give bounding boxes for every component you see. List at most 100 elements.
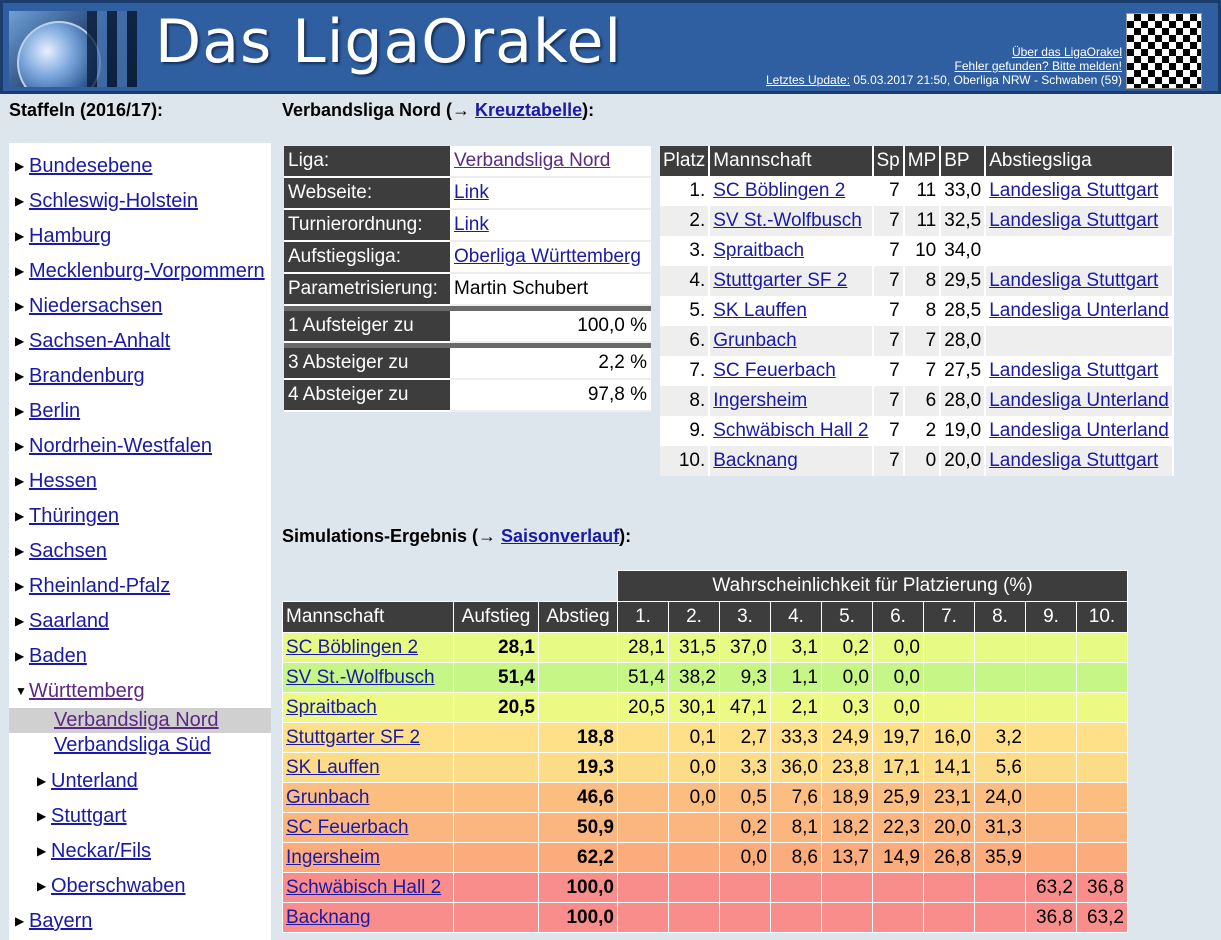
standings-team-link[interactable]: SC Böblingen 2 — [713, 180, 846, 201]
sidebar-item-label[interactable]: Sachsen — [29, 540, 107, 562]
sidebar-item[interactable]: ▶ Baden — [15, 643, 87, 669]
collapsed-triangle-icon[interactable]: ▶ — [15, 579, 25, 593]
sidebar-item[interactable]: ▶ Sachsen-Anhalt — [15, 328, 170, 354]
sidebar-subitem-label[interactable]: Neckar/Fils — [51, 840, 152, 862]
collapsed-triangle-icon[interactable]: ▶ — [15, 229, 25, 243]
sidebar-item[interactable]: ▶ Nordrhein-Westfalen — [15, 433, 212, 459]
standings-team-link[interactable]: Grunbach — [713, 330, 797, 351]
about-link[interactable]: Über das LigaOrakel — [1011, 45, 1122, 59]
sidebar-item-label[interactable]: Sachsen-Anhalt — [29, 330, 171, 352]
sidebar-item[interactable]: ▶ Hessen — [15, 468, 97, 494]
collapsed-triangle-icon[interactable]: ▶ — [15, 439, 25, 453]
standings-relegation-league-link[interactable]: Landesliga Stuttgart — [989, 210, 1159, 231]
standings-team-link[interactable]: Spraitbach — [713, 240, 805, 261]
standings-team-link[interactable]: SV St.-Wolfbusch — [713, 210, 862, 231]
collapsed-triangle-icon[interactable]: ▶ — [15, 914, 25, 928]
sidebar-leaf-label[interactable]: Verbandsliga Süd — [54, 734, 211, 756]
simulation-team-link[interactable]: Spraitbach — [286, 696, 377, 718]
standings-team-link[interactable]: Schwäbisch Hall 2 — [713, 420, 869, 441]
sidebar-item[interactable]: ▶ Niedersachsen — [15, 293, 162, 319]
standings-relegation-league-link[interactable]: Landesliga Stuttgart — [989, 360, 1159, 381]
standings-relegation-league-link[interactable]: Landesliga Unterland — [989, 300, 1169, 321]
collapsed-triangle-icon[interactable]: ▶ — [15, 159, 25, 173]
sidebar-item-label[interactable]: Baden — [29, 645, 87, 667]
collapsed-triangle-icon[interactable]: ▶ — [15, 369, 25, 383]
collapsed-triangle-icon[interactable]: ▶ — [15, 614, 25, 628]
sidebar-item[interactable]: ▶ Bundesebene — [15, 153, 152, 179]
sidebar-item-label[interactable]: Nordrhein-Westfalen — [29, 435, 213, 457]
sidebar-item-label[interactable]: Hessen — [29, 470, 97, 492]
simulation-team-link[interactable]: SC Böblingen 2 — [286, 636, 419, 658]
website-link[interactable]: Link — [454, 182, 489, 203]
standings-relegation-league-link[interactable]: Landesliga Unterland — [989, 420, 1169, 441]
simulation-team-link[interactable]: Backnang — [286, 906, 371, 928]
simulation-team-link[interactable]: SV St.-Wolfbusch — [286, 666, 435, 688]
sidebar-item-label[interactable]: Mecklenburg-Vorpommern — [29, 260, 265, 282]
simulation-team-link[interactable]: Grunbach — [286, 786, 370, 808]
sidebar-item[interactable]: ▶ Schleswig-Holstein — [15, 188, 198, 214]
standings-relegation-league-link[interactable]: Landesliga Stuttgart — [989, 450, 1159, 471]
sidebar-item[interactable]: ▶ Saarland — [15, 608, 109, 634]
sidebar-item[interactable]: ▶ Berlin — [15, 398, 80, 424]
sidebar-item-label[interactable]: Berlin — [29, 400, 81, 422]
collapsed-triangle-icon[interactable]: ▶ — [37, 774, 47, 788]
sidebar-item-label[interactable]: Saarland — [29, 610, 110, 632]
sidebar-item[interactable]: ▶ Hamburg — [15, 223, 111, 249]
standings-relegation-league-link[interactable]: Landesliga Unterland — [989, 390, 1169, 411]
liga-link[interactable]: Verbandsliga Nord — [454, 150, 611, 171]
sidebar-item-label[interactable]: Brandenburg — [29, 365, 145, 387]
sidebar-leaf-verbandsliga-sued[interactable]: Verbandsliga Süd — [54, 733, 211, 758]
sidebar-item[interactable]: ▶ Bayern — [15, 908, 92, 934]
crosstable-link[interactable]: Kreuztabelle — [475, 100, 583, 120]
collapsed-triangle-icon[interactable]: ▶ — [15, 299, 25, 313]
simulation-team-link[interactable]: SC Feuerbach — [286, 816, 409, 838]
collapsed-triangle-icon[interactable]: ▶ — [37, 809, 47, 823]
sidebar-item[interactable]: ▶ Sachsen — [15, 538, 107, 564]
collapsed-triangle-icon[interactable]: ▶ — [15, 649, 25, 663]
sidebar-subitem-label[interactable]: Stuttgart — [51, 805, 127, 827]
sidebar-leaf-verbandsliga-nord[interactable]: Verbandsliga Nord — [54, 708, 219, 733]
tournament-rules-link[interactable]: Link — [454, 214, 489, 235]
sidebar-item[interactable]: ▼ Württemberg — [15, 678, 145, 704]
collapsed-triangle-icon[interactable]: ▶ — [15, 334, 25, 348]
last-update-link[interactable]: Letztes Update: — [765, 73, 851, 87]
sidebar-subitem[interactable]: ▶ Unterland — [37, 768, 138, 794]
sidebar-item[interactable]: ▶ Mecklenburg-Vorpommern — [15, 258, 265, 284]
standings-team-link[interactable]: SK Lauffen — [713, 300, 807, 321]
standings-relegation-league-link[interactable]: Landesliga Stuttgart — [989, 180, 1159, 201]
sidebar-item-label[interactable]: Bundesebene — [29, 155, 153, 177]
sidebar-item-label[interactable]: Hamburg — [29, 225, 112, 247]
standings-team-link[interactable]: Backnang — [713, 450, 798, 471]
promotion-league-link[interactable]: Oberliga Württemberg — [454, 246, 641, 267]
sidebar-leaf-label[interactable]: Verbandsliga Nord — [54, 709, 219, 731]
sidebar-item[interactable]: ▶ Brandenburg — [15, 363, 145, 389]
sidebar-subitem-label[interactable]: Unterland — [51, 770, 138, 792]
collapsed-triangle-icon[interactable]: ▶ — [15, 404, 25, 418]
collapsed-triangle-icon[interactable]: ▶ — [15, 264, 25, 278]
sidebar-item[interactable]: ▶ Rheinland-Pfalz — [15, 573, 170, 599]
collapsed-triangle-icon[interactable]: ▶ — [15, 544, 25, 558]
sidebar-item-label[interactable]: Thüringen — [29, 505, 120, 527]
collapsed-triangle-icon[interactable]: ▶ — [15, 474, 25, 488]
sidebar-item-label[interactable]: Niedersachsen — [29, 295, 163, 317]
standings-team-link[interactable]: SC Feuerbach — [713, 360, 836, 381]
collapsed-triangle-icon[interactable]: ▶ — [15, 194, 25, 208]
expanded-triangle-icon[interactable]: ▼ — [15, 684, 27, 698]
sidebar-item-label[interactable]: Schleswig-Holstein — [29, 190, 198, 212]
sidebar-item-label[interactable]: Rheinland-Pfalz — [29, 575, 171, 597]
sidebar-item[interactable]: ▶ Thüringen — [15, 503, 119, 529]
simulation-team-link[interactable]: Ingersheim — [286, 846, 380, 868]
report-error-link[interactable]: Fehler gefunden? Bitte melden! — [954, 59, 1122, 73]
sidebar-item-label[interactable]: Württemberg — [29, 680, 145, 702]
collapsed-triangle-icon[interactable]: ▶ — [37, 879, 47, 893]
collapsed-triangle-icon[interactable]: ▶ — [37, 844, 47, 858]
sidebar-subitem[interactable]: ▶ Neckar/Fils — [37, 838, 151, 864]
standings-team-link[interactable]: Ingersheim — [713, 390, 808, 411]
sidebar-subitem[interactable]: ▶ Oberschwaben — [37, 873, 186, 899]
simulation-team-link[interactable]: Stuttgarter SF 2 — [286, 726, 421, 748]
season-progress-link[interactable]: Saisonverlauf — [501, 526, 620, 546]
simulation-team-link[interactable]: Schwäbisch Hall 2 — [286, 876, 442, 898]
sidebar-subitem[interactable]: ▶ Stuttgart — [37, 803, 127, 829]
standings-relegation-league-link[interactable]: Landesliga Stuttgart — [989, 270, 1159, 291]
sidebar-subitem-label[interactable]: Oberschwaben — [51, 875, 186, 897]
